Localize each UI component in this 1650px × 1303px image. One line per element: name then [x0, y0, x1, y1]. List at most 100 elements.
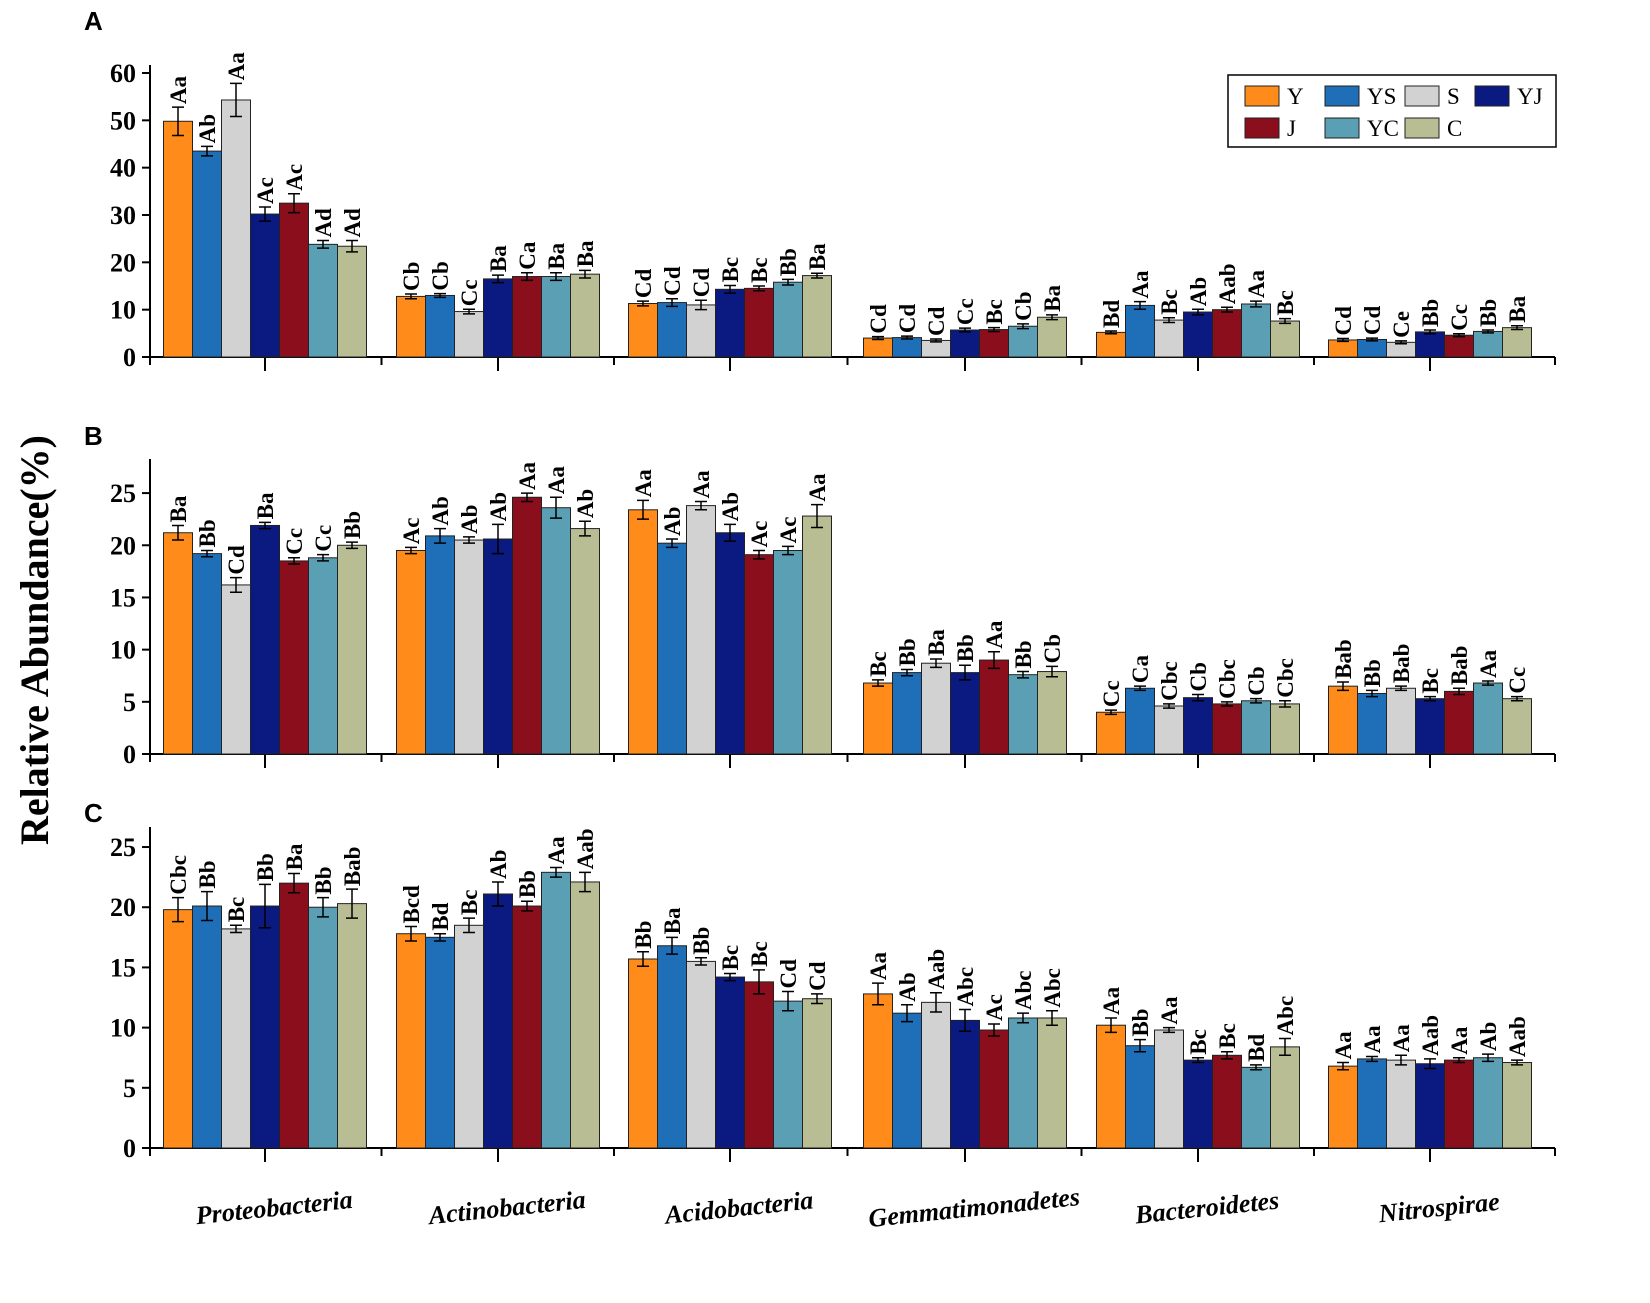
bar-B-Y-Nitrospirae [1328, 685, 1358, 755]
significance-label: Aab [1418, 1015, 1443, 1056]
legend-swatch-YC [1324, 117, 1360, 139]
error-bar [434, 292, 446, 299]
significance-label: Bc [718, 945, 743, 971]
bar-A-YJ-Proteobacteria [250, 213, 280, 358]
bar-C-J-Proteobacteria [279, 882, 309, 1149]
error-bar [579, 520, 591, 537]
bar-B-YJ-Bacteroidetes [1183, 697, 1213, 755]
y-tick-label: 50 [110, 106, 136, 135]
significance-label: Bb [311, 866, 336, 894]
error-bar [579, 871, 591, 893]
significance-label: Aa [224, 52, 249, 81]
error-bar [637, 499, 649, 520]
error-bar [695, 957, 707, 966]
significance-label: Aa [1389, 1024, 1414, 1053]
bar-A-C-Bacteroidetes [1270, 320, 1300, 358]
bar-A-J-Proteobacteria [279, 202, 309, 358]
significance-label: Cd [224, 545, 249, 575]
error-bar [172, 524, 184, 541]
significance-label: Cd [1360, 305, 1385, 335]
significance-label: Ac [253, 177, 278, 204]
bar-C-C-Nitrospirae [1502, 1062, 1532, 1149]
significance-label: Ce [1389, 311, 1414, 338]
significance-label: Aab [573, 828, 598, 869]
bar-A-YJ-Actinobacteria [483, 278, 513, 358]
significance-label: Aa [1128, 270, 1153, 299]
legend-label-Y: Y [1287, 84, 1304, 109]
error-bar [201, 549, 213, 558]
significance-label: Bb [1476, 299, 1501, 327]
bar-B-YJ-Proteobacteria [250, 524, 280, 755]
bar-C-Y-Nitrospirae [1328, 1065, 1358, 1149]
bar-A-Y-Nitrospirae [1328, 339, 1358, 358]
panel-letter-C: C [84, 798, 103, 828]
error-bar [259, 206, 271, 222]
significance-label: Ab [457, 505, 482, 534]
bar-A-YC-Nitrospirae [1473, 330, 1503, 358]
error-bar [1046, 314, 1058, 321]
significance-label: Bb [1011, 640, 1036, 668]
error-bar [1250, 1064, 1262, 1071]
error-bar [434, 932, 446, 942]
error-bar [346, 239, 358, 253]
error-bar [1105, 330, 1117, 335]
significance-label: Cd [866, 304, 891, 334]
bar-A-C-Acidobacteria [802, 275, 832, 358]
significance-label: Cc [311, 525, 336, 552]
y-tick-label: 0 [123, 1134, 136, 1163]
error-bar [1163, 703, 1175, 709]
bar-C-Y-Actinobacteria [396, 933, 426, 1149]
significance-label: Ba [660, 907, 685, 934]
significance-label: Bb [253, 853, 278, 881]
significance-label: Aa [689, 470, 714, 499]
significance-label: Abc [1011, 971, 1036, 1011]
error-bar [1453, 1056, 1465, 1064]
error-bar [1511, 695, 1523, 702]
error-bar [1395, 685, 1407, 692]
bar-B-YC-Bacteroidetes [1241, 700, 1271, 755]
error-bar [872, 982, 884, 1006]
error-bar [1511, 325, 1523, 331]
legend-label-YS: YS [1367, 84, 1396, 109]
error-bar [492, 523, 504, 555]
error-bar [1134, 1038, 1146, 1053]
significance-label: Ac [747, 521, 772, 548]
bar-A-YS-Proteobacteria [192, 150, 222, 358]
significance-label: Bb [1360, 659, 1385, 687]
significance-label: Bb [953, 634, 978, 662]
significance-label: Ab [486, 492, 511, 521]
significance-label: Bb [776, 248, 801, 276]
bar-B-YC-Nitrospirae [1473, 682, 1503, 755]
error-bar [405, 293, 417, 300]
significance-label: Ab [486, 850, 511, 879]
bar-B-YC-Gemmatimonadetes [1008, 674, 1038, 755]
significance-label: Aa [1244, 270, 1269, 299]
significance-label: Bc [747, 941, 772, 967]
bar-B-C-Proteobacteria [337, 544, 367, 755]
bar-B-YS-Proteobacteria [192, 553, 222, 755]
category-label: Proteobacteria [193, 1185, 354, 1230]
error-bar [521, 900, 533, 912]
significance-label: Cc [1505, 667, 1530, 694]
significance-label: Bb [195, 519, 220, 547]
error-bar [666, 298, 678, 308]
significance-label: Bb [1128, 1009, 1153, 1037]
error-bar [550, 866, 562, 878]
significance-label: Aa [1157, 996, 1182, 1025]
error-bar [1017, 323, 1029, 330]
error-bar [463, 917, 475, 934]
bar-B-J-Nitrospirae [1444, 690, 1474, 755]
bar-B-C-Actinobacteria [570, 528, 600, 755]
bar-C-J-Nitrospirae [1444, 1059, 1474, 1149]
significance-label: Cbc [1215, 659, 1240, 699]
bar-C-C-Proteobacteria [337, 903, 367, 1149]
error-bar [782, 545, 794, 556]
legend-swatch-YS [1324, 85, 1360, 107]
error-bar [1424, 329, 1436, 335]
bar-C-YC-Acidobacteria [773, 1000, 803, 1149]
significance-label: Cd [924, 306, 949, 336]
error-bar [1163, 316, 1175, 324]
bar-B-S-Actinobacteria [454, 539, 484, 755]
legend: Y YS S YJ J YC C [1227, 74, 1557, 148]
significance-label: Bc [1215, 1023, 1240, 1049]
